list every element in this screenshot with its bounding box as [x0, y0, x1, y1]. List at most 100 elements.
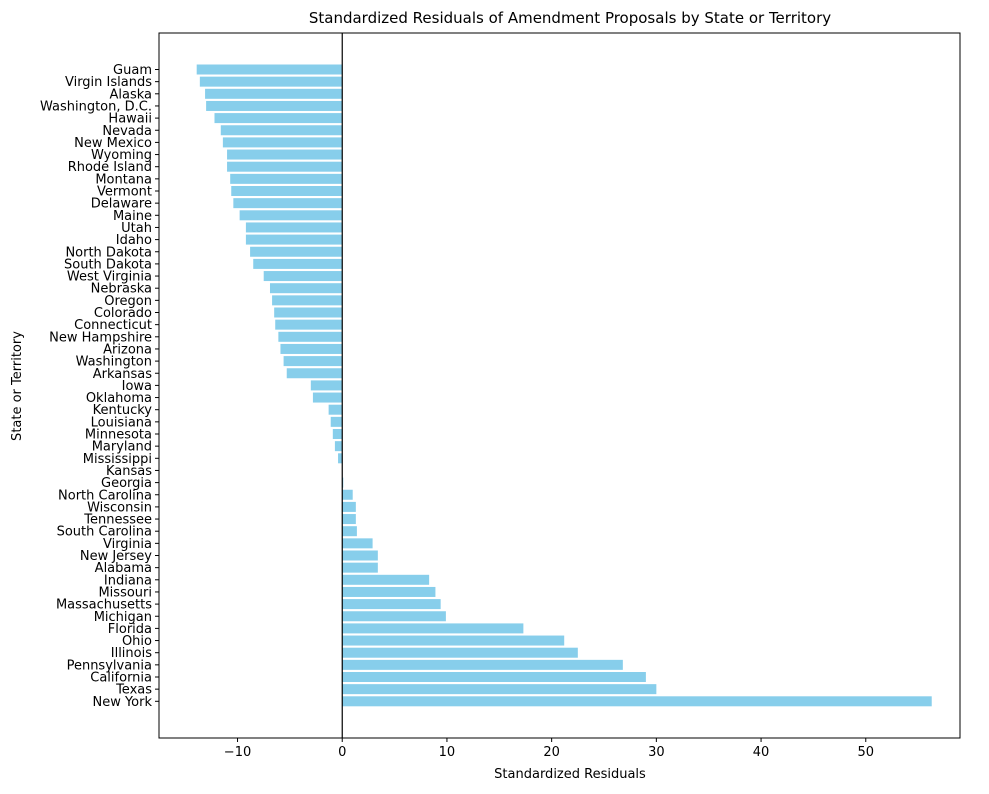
bar	[231, 186, 343, 196]
x-tick-label: 40	[753, 745, 770, 760]
y-tick-label: Wisconsin	[87, 500, 152, 515]
bar	[342, 538, 373, 549]
bar	[342, 489, 353, 500]
bar	[342, 623, 524, 634]
bar	[342, 611, 446, 622]
y-tick-label: Washington, D.C.	[40, 99, 152, 114]
bar	[342, 501, 356, 512]
y-tick-label: Nebraska	[91, 282, 152, 297]
bar	[342, 696, 932, 707]
bar	[280, 343, 343, 354]
bar	[283, 356, 343, 367]
bar	[278, 331, 343, 342]
bar	[272, 295, 343, 306]
y-tick-label: Maine	[113, 209, 152, 224]
y-tick-label: Mississippi	[83, 452, 152, 467]
bar	[310, 380, 343, 391]
bar	[342, 574, 430, 585]
y-tick-label: Minnesota	[85, 428, 152, 443]
y-tick-label: Nevada	[102, 124, 152, 139]
y-tick-label: Delaware	[91, 197, 152, 212]
bar	[227, 161, 343, 172]
y-tick-label: Virgin Islands	[65, 75, 152, 90]
chart-title: Standardized Residuals of Amendment Prop…	[309, 9, 831, 27]
bar	[222, 137, 343, 148]
y-tick-label: California	[90, 671, 152, 686]
y-tick-label: Connecticut	[74, 318, 152, 333]
bar	[342, 550, 378, 561]
y-tick-label: North Dakota	[65, 245, 152, 260]
axes-frame	[158, 32, 961, 739]
y-tick-label: Texas	[115, 683, 152, 698]
y-tick-label: Virginia	[103, 537, 152, 552]
bar	[342, 635, 565, 646]
y-tick-label: South Dakota	[64, 257, 152, 272]
bar	[328, 404, 343, 415]
y-tick-label: New Mexico	[74, 136, 152, 151]
y-tick-label: Washington	[76, 355, 152, 370]
y-tick-label: Arizona	[103, 342, 152, 357]
y-tick-label: Maryland	[92, 440, 152, 455]
y-tick-label: Rhode Island	[68, 160, 152, 175]
y-tick-label: Montana	[95, 172, 152, 187]
bar	[245, 222, 343, 233]
bar	[263, 271, 343, 282]
x-tick-label: 50	[857, 745, 874, 760]
y-tick-label: Indiana	[104, 573, 152, 588]
bar	[342, 684, 657, 695]
y-tick-label: Colorado	[94, 306, 152, 321]
bar	[253, 258, 343, 269]
y-tick-label: Alaska	[109, 87, 152, 102]
y-tick-label: Florida	[108, 622, 152, 637]
bar	[274, 307, 343, 318]
y-tick-label: Michigan	[94, 610, 152, 625]
y-tick-label: Wyoming	[91, 148, 152, 163]
bar	[220, 125, 343, 136]
bar	[233, 198, 343, 209]
y-tick-label: Missouri	[98, 585, 152, 600]
bar	[269, 283, 343, 294]
y-tick-label: Idaho	[116, 233, 152, 248]
bar	[342, 526, 357, 537]
bar	[250, 246, 343, 257]
y-tick-label: Louisiana	[91, 415, 152, 430]
bar	[338, 453, 343, 464]
bar	[334, 441, 343, 452]
y-tick-label: New Hampshire	[49, 330, 152, 345]
y-tick-label: West Virginia	[67, 270, 152, 285]
x-tick-label: −10	[224, 745, 251, 760]
x-axis-label: Standardized Residuals	[494, 767, 646, 782]
bar	[199, 76, 343, 87]
bar	[205, 88, 343, 99]
y-tick-label: Tennessee	[83, 513, 152, 528]
y-tick-label: Georgia	[101, 476, 152, 491]
y-tick-label: Guam	[113, 63, 152, 78]
bar	[342, 659, 623, 670]
bar	[330, 416, 343, 427]
y-tick-label: New Jersey	[80, 549, 152, 564]
y-tick-label: North Carolina	[58, 488, 152, 503]
y-tick-label: Hawaii	[108, 112, 152, 127]
y-tick-label: Oklahoma	[86, 391, 152, 406]
bar	[286, 368, 343, 379]
y-tick-label: Oregon	[104, 294, 152, 309]
y-tick-label: Illinois	[111, 646, 152, 661]
bar	[275, 319, 343, 330]
bar	[342, 599, 441, 610]
bar	[196, 64, 343, 75]
bar	[342, 647, 578, 658]
bar	[342, 586, 436, 597]
y-tick-label: Kentucky	[93, 403, 153, 418]
y-tick-label: Massachusetts	[56, 598, 152, 613]
bar	[230, 173, 343, 184]
y-tick-label: South Carolina	[57, 525, 152, 540]
y-tick-label: Vermont	[97, 185, 152, 200]
y-axis-label: State or Territory	[10, 331, 25, 441]
x-tick-label: 20	[543, 745, 560, 760]
y-tick-label: Utah	[121, 221, 152, 236]
y-tick-label: Pennsylvania	[67, 658, 152, 673]
